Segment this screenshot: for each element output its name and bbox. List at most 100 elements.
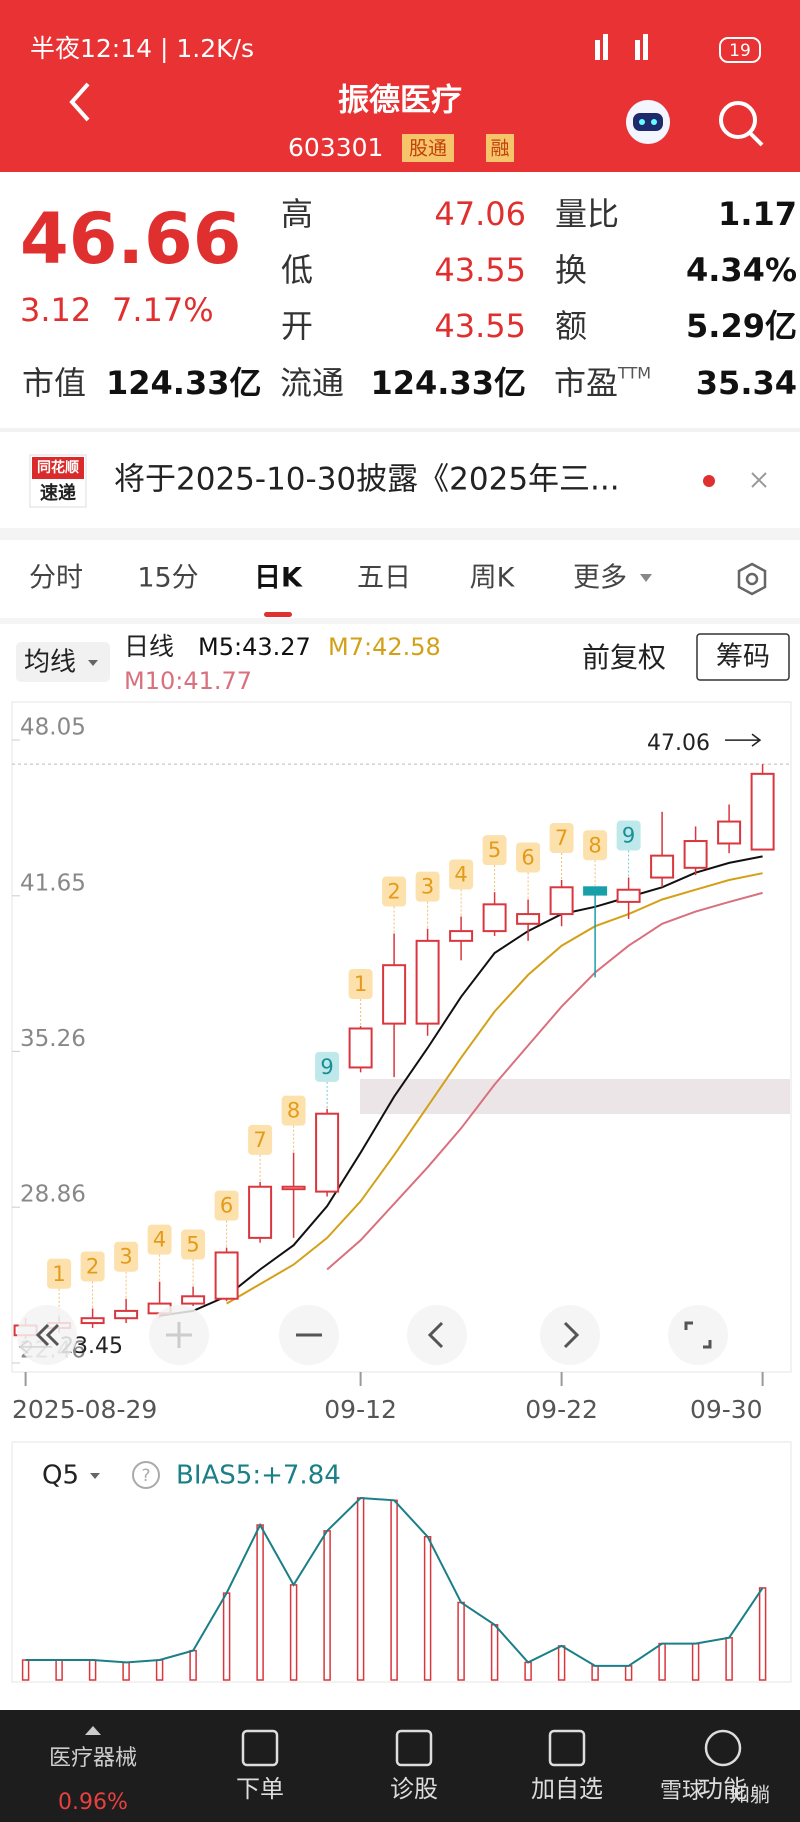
badge-bg xyxy=(486,134,514,162)
candle-body xyxy=(80,1317,105,1325)
chart-frame xyxy=(11,701,792,1373)
y-tick-label: 48.05 xyxy=(20,715,86,741)
marker-bg xyxy=(449,859,474,890)
bias-bar xyxy=(222,1592,231,1681)
ma-label: M10:41.77 xyxy=(124,667,252,695)
bias-bar xyxy=(423,1535,432,1681)
candle-body xyxy=(214,1251,239,1300)
marker: 2 xyxy=(86,1254,99,1278)
bias-bar xyxy=(524,1661,532,1681)
help-icon[interactable] xyxy=(132,1461,160,1489)
battery-level: 19 xyxy=(729,41,751,61)
marker-bg xyxy=(616,820,641,851)
ma-line xyxy=(326,891,763,1271)
candle-body xyxy=(114,1309,139,1320)
adjust[interactable]: 前复权 xyxy=(582,641,666,674)
robot-icon[interactable] xyxy=(626,100,670,144)
badge-bg xyxy=(402,134,454,162)
candle-body xyxy=(181,1295,206,1305)
ma-label: M5:43.27 xyxy=(198,633,311,661)
divider xyxy=(0,428,800,432)
indicator-button[interactable] xyxy=(16,642,110,682)
marker-bg xyxy=(415,871,440,902)
news-text[interactable]: 将于2025-10-30披露《2025年三... xyxy=(114,462,620,498)
battery xyxy=(719,37,761,63)
marker-bg xyxy=(80,1251,105,1282)
x-tick-label: 09-22 xyxy=(525,1395,598,1424)
bias-bar xyxy=(390,1499,398,1681)
bias-bar xyxy=(758,1587,767,1681)
marker-bg xyxy=(147,1224,172,1255)
tab[interactable]: 15分 xyxy=(137,563,198,594)
nav-icon xyxy=(548,1729,586,1767)
control-fullscreen[interactable] xyxy=(668,1305,728,1365)
nav-label[interactable]: 功能 xyxy=(699,1775,747,1803)
back-button[interactable] xyxy=(69,82,90,122)
candle-body xyxy=(449,930,474,942)
marker: 5 xyxy=(186,1233,199,1257)
tab[interactable]: 日K xyxy=(254,563,303,594)
settings-icon[interactable] xyxy=(737,562,767,596)
nav-icon xyxy=(241,1729,279,1767)
indicator-button-text: 均线 xyxy=(24,648,76,678)
signal-icons xyxy=(595,34,648,60)
bias-bar xyxy=(256,1524,264,1681)
stat-label: 额 xyxy=(555,307,587,345)
tab[interactable]: 分时 xyxy=(29,563,83,594)
nav-label[interactable]: 加自选 xyxy=(531,1775,603,1803)
tab[interactable]: 周K xyxy=(470,563,516,594)
news-close[interactable] xyxy=(751,472,767,488)
x-tick-label: 09-30 xyxy=(690,1395,763,1424)
control-next[interactable] xyxy=(540,1305,600,1365)
chip-button-text: 筹码 xyxy=(716,642,770,673)
bias-frame xyxy=(11,1441,792,1683)
stat-label: 流通 xyxy=(280,364,344,402)
badge: 股通 xyxy=(409,138,447,160)
candle-body xyxy=(281,1185,306,1191)
bias-period[interactable]: Q5 xyxy=(42,1461,79,1491)
candle-body xyxy=(650,854,675,879)
tab[interactable]: 五日 xyxy=(357,563,411,594)
nav-label[interactable]: 下单 xyxy=(236,1775,284,1803)
period: 日线 xyxy=(124,632,174,661)
marker: 5 xyxy=(488,838,501,862)
bias-bar xyxy=(691,1642,700,1681)
dropdown-arrow xyxy=(88,660,98,666)
stat-value: 43.55 xyxy=(434,307,526,345)
bias-bar xyxy=(155,1659,164,1681)
marker: 6 xyxy=(220,1194,233,1218)
bias-bar xyxy=(557,1645,566,1681)
bias-bar xyxy=(189,1649,197,1681)
price: 46.66 xyxy=(20,198,241,280)
marker: 1 xyxy=(354,972,367,996)
bias-line xyxy=(25,1496,764,1667)
nav-label[interactable]: 医疗器械 xyxy=(49,1746,137,1771)
chart-controls xyxy=(17,1305,728,1365)
bias-bar xyxy=(356,1497,365,1681)
nav-icon xyxy=(395,1729,433,1767)
tabs: 分时 15分 日K 五日 周K 更多 xyxy=(29,563,652,617)
watermark: 雪球 xyxy=(660,1779,704,1804)
stat-label: 量比 xyxy=(555,195,619,233)
high-arrow xyxy=(725,733,762,747)
candle-body xyxy=(516,913,541,925)
marker-bg xyxy=(482,835,507,866)
x-tick-label: 09-12 xyxy=(324,1395,397,1424)
y-tick-label: 28.86 xyxy=(20,1182,86,1208)
tab[interactable]: 更多 xyxy=(573,563,627,594)
stat-label: 换 xyxy=(555,251,587,289)
marker-bg xyxy=(47,1258,72,1289)
chip-button[interactable] xyxy=(696,633,790,681)
nav-label[interactable]: 诊股 xyxy=(390,1775,438,1803)
marker-bg xyxy=(315,1051,340,1082)
stat-value: 4.34% xyxy=(686,251,797,289)
marker: 4 xyxy=(454,863,467,887)
control-prev[interactable] xyxy=(407,1305,467,1365)
candle-body xyxy=(683,840,708,869)
bias-bar xyxy=(323,1530,331,1681)
candle-body xyxy=(248,1185,273,1239)
search-icon[interactable] xyxy=(719,101,764,147)
status-time: 半夜12:14 | 1.2K/s xyxy=(30,34,254,63)
